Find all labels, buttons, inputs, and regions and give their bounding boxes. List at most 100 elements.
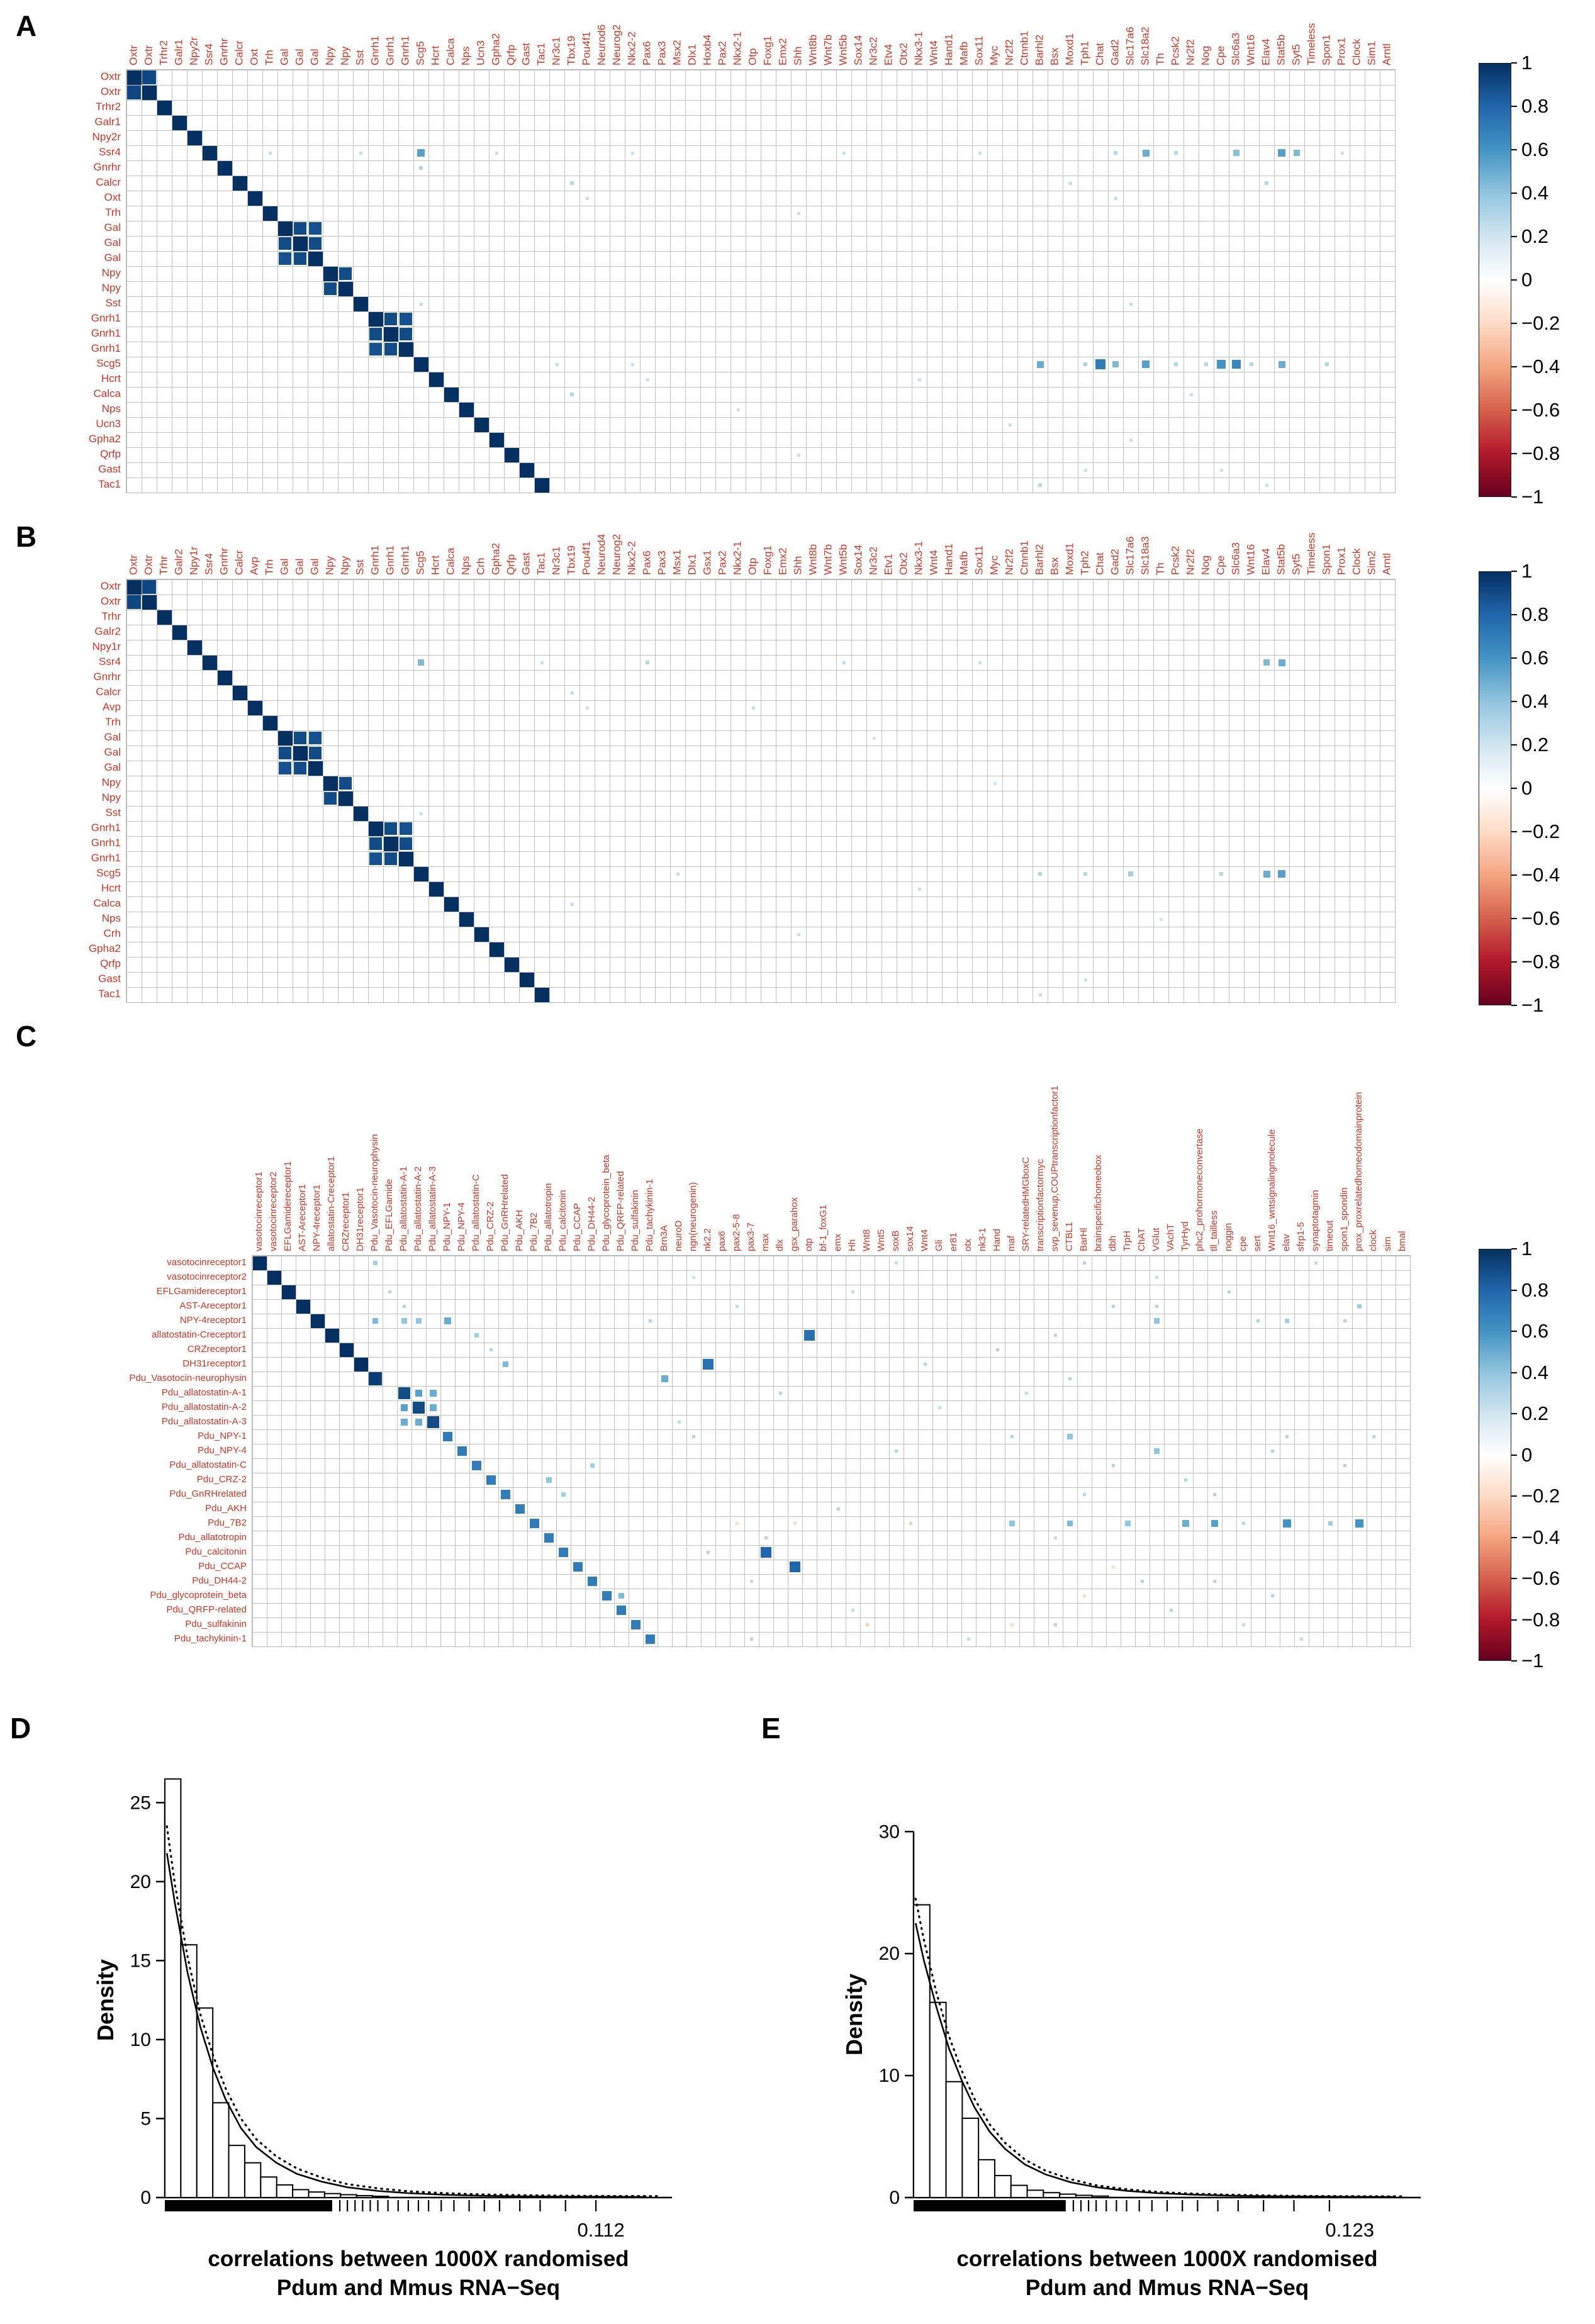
matrix-cell	[308, 761, 323, 776]
column-label: Wnt16	[1245, 34, 1257, 65]
matrix-cell	[354, 1357, 368, 1371]
column-label: Nr2f2	[1003, 549, 1016, 575]
column-label: Pdu_AKH	[514, 1210, 525, 1251]
matrix-cell	[457, 1446, 467, 1456]
column-label: Th	[1154, 562, 1167, 575]
row-label: Gal	[104, 252, 121, 264]
matrix-cell	[232, 176, 247, 191]
column-label: Neurod4	[595, 534, 608, 575]
matrix-cell	[338, 281, 353, 296]
column-label: SRY-relatedHMGboxC	[1021, 1156, 1031, 1251]
column-label: Gpha2	[490, 542, 502, 575]
histogram-d-caption: correlations between 1000X randomised Pd…	[135, 2245, 702, 2303]
matrix-cell	[126, 70, 142, 85]
matrix-cell	[486, 1475, 496, 1485]
column-label: svp_sevenup,COUPtranscriptionfactor1	[1049, 1085, 1060, 1251]
matrix-cell	[489, 942, 504, 957]
column-label: Qrfp	[505, 554, 517, 575]
column-label: Hand	[992, 1229, 1002, 1251]
matrix-cell	[1141, 360, 1150, 369]
matrix-cell	[1125, 1521, 1131, 1526]
matrix-cell	[383, 327, 398, 342]
column-label: Hoxb4	[701, 34, 714, 65]
row-label: Avp	[103, 701, 121, 713]
matrix-cell	[546, 1477, 552, 1483]
matrix-cell	[1113, 150, 1118, 155]
column-label: Otp	[746, 48, 759, 65]
matrix-cell	[555, 362, 559, 366]
caption-line-2: Pdum and Mmus RNA−Seq	[276, 2276, 561, 2300]
matrix-cell	[1053, 1333, 1058, 1338]
column-label: Calca	[444, 38, 457, 65]
column-label: Oxtr	[127, 45, 140, 65]
density-axis-label: Density	[92, 1959, 118, 2041]
row-label: Calcr	[96, 686, 121, 698]
column-label: Nr2f2	[1184, 39, 1197, 65]
matrix-cell	[1294, 150, 1300, 156]
row-label: Pdu_allatotropin	[178, 1532, 247, 1543]
column-label: Trh	[263, 50, 276, 65]
row-label: Gnrh1	[91, 837, 121, 849]
matrix-cell	[278, 746, 292, 760]
matrix-cell	[585, 196, 589, 200]
column-label: Pcsk2	[1169, 36, 1182, 65]
matrix-cell	[415, 1389, 423, 1397]
row-label: Oxt	[104, 191, 121, 203]
matrix-cell	[1008, 423, 1012, 427]
matrix-cell	[187, 640, 202, 655]
row-label: Calca	[93, 897, 121, 909]
row-label: NPY-4receptor1	[179, 1315, 247, 1326]
colorbar-tick-label: 0.6	[1521, 1320, 1549, 1342]
column-label: NPY-4receptor1	[311, 1184, 322, 1251]
matrix-cell	[1054, 1536, 1057, 1539]
matrix-cell	[967, 1638, 970, 1641]
column-label: Myc	[988, 555, 1000, 575]
row-label: Npy	[101, 776, 121, 788]
matrix-cell	[1111, 1304, 1116, 1309]
colorbar-tick-label: −0.8	[1521, 951, 1560, 973]
matrix-cell	[430, 1404, 437, 1411]
matrix-cell	[369, 342, 383, 356]
column-label: Cpe	[1214, 555, 1227, 575]
row-label: allatostatin-Creceptor1	[152, 1329, 247, 1340]
matrix-cell	[142, 580, 156, 594]
column-label: Galr2	[172, 549, 185, 575]
column-label: Shh	[792, 556, 804, 575]
column-label: ngn(neurogenin)	[688, 1182, 698, 1251]
matrix-cell	[293, 252, 307, 265]
matrix-cell	[895, 1261, 898, 1265]
column-label: Wnt5b	[837, 544, 849, 575]
matrix-cell	[1038, 483, 1042, 487]
colorbar-tick-mark	[1511, 149, 1517, 150]
colorbar-tick-mark	[1511, 279, 1517, 281]
column-label: Dlx1	[686, 43, 698, 65]
column-label: Nr3c2	[867, 36, 880, 65]
matrix-cell	[444, 387, 459, 402]
panel-d-letter: D	[10, 1712, 31, 1745]
colorbar-tick-mark	[1511, 1371, 1517, 1373]
histogram-e-caption: correlations between 1000X randomised Pd…	[884, 2245, 1450, 2303]
matrix-cell	[1036, 360, 1044, 368]
x-max-label: 0.112	[578, 2219, 625, 2241]
matrix-cell	[323, 282, 337, 296]
matrix-cell	[1082, 1261, 1087, 1265]
colorbar-tick-label: −0.8	[1521, 442, 1560, 464]
column-label: Bsx	[1048, 557, 1061, 575]
colorbar-tick-label: 0.4	[1521, 690, 1549, 712]
matrix-cell	[142, 70, 156, 84]
y-tick-label: 0	[140, 2187, 151, 2208]
column-label: otx	[963, 1238, 973, 1251]
row-label: Scg5	[96, 357, 121, 369]
colorbar-tick-mark	[1511, 236, 1517, 237]
column-label: Wnt4	[927, 40, 940, 65]
matrix-cell	[252, 1256, 267, 1270]
matrix-cell	[519, 972, 534, 987]
column-label: Scg5	[414, 550, 427, 575]
matrix-cell	[172, 625, 187, 640]
colorbar-tick-label: −0.6	[1521, 1567, 1560, 1589]
matrix-cell	[1095, 359, 1105, 369]
matrix-cell	[851, 1290, 854, 1293]
column-label: Pdu_GnRHrelated	[500, 1174, 510, 1251]
histogram-bar	[292, 2189, 310, 2199]
